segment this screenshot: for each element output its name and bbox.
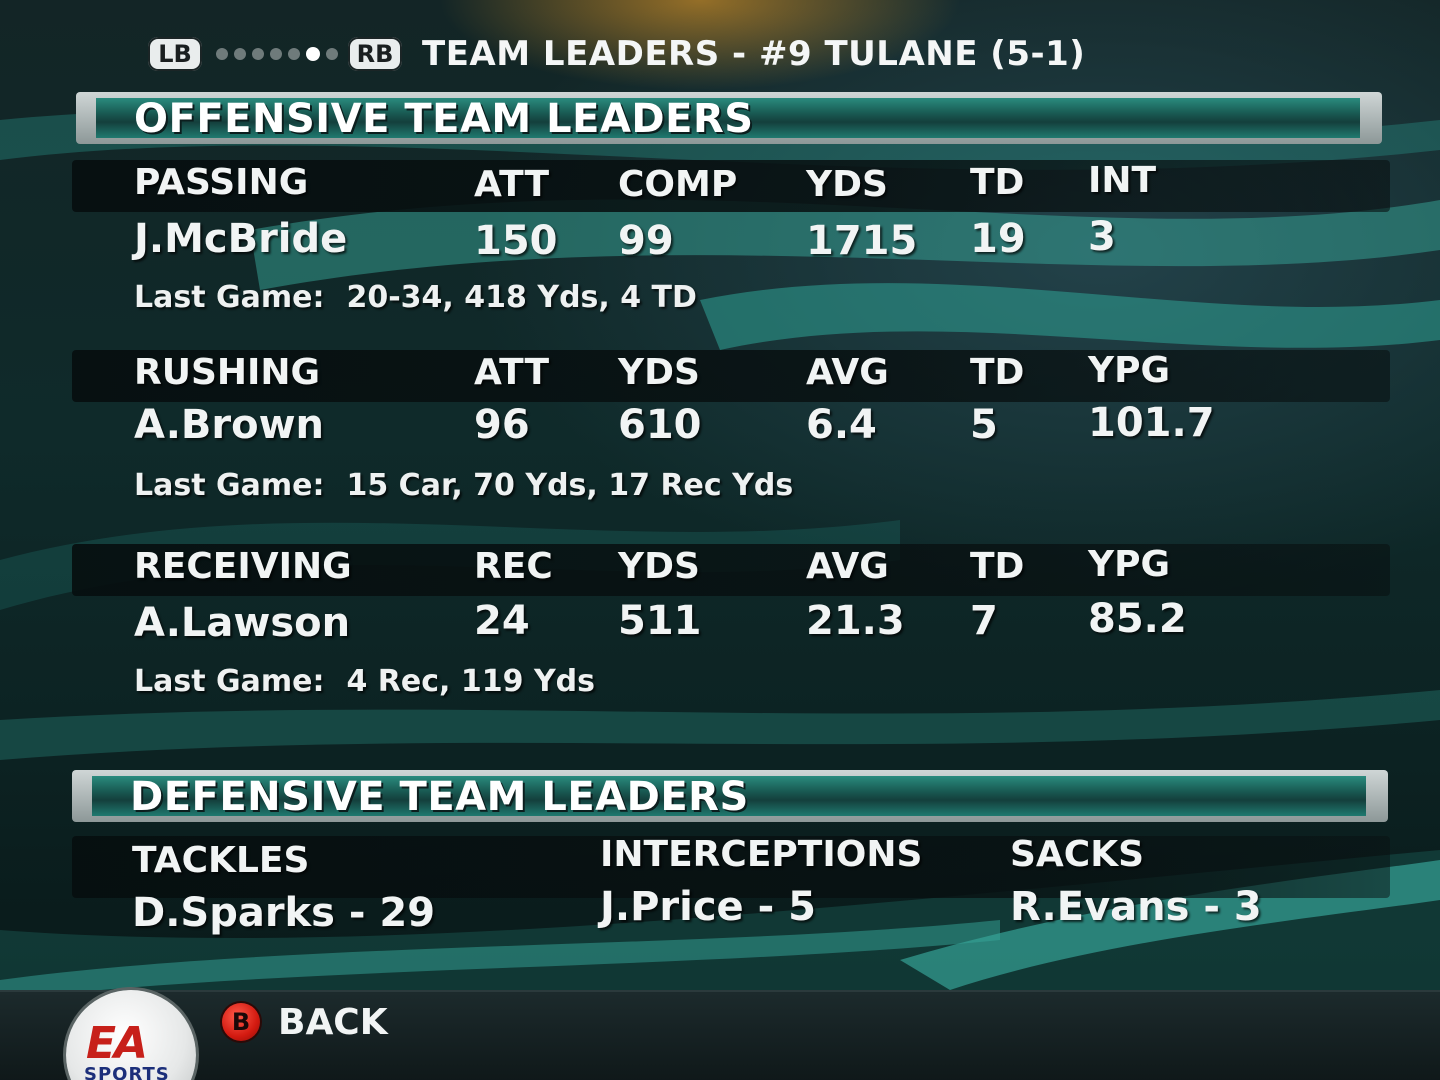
header-bar: LB RB TEAM LEADERS - #9 TULANE (5-1) bbox=[148, 32, 1085, 76]
page-dot bbox=[234, 48, 246, 60]
rushing-header-row bbox=[72, 350, 1390, 402]
passing-val-comp: 99 bbox=[618, 218, 674, 264]
banner-fill bbox=[96, 98, 1360, 138]
passing-val-int: 3 bbox=[1088, 214, 1116, 260]
receiving-player-name: A.Lawson bbox=[134, 600, 351, 646]
ea-sports-logo: EA SPORTS bbox=[66, 990, 196, 1080]
ea-logo-text: SPORTS bbox=[84, 1064, 170, 1080]
lb-bumper-button[interactable]: LB bbox=[148, 37, 202, 71]
rb-bumper-button[interactable]: RB bbox=[348, 37, 402, 71]
defensive-header-row bbox=[72, 836, 1390, 898]
receiving-col-td: TD bbox=[970, 546, 1025, 587]
back-button[interactable]: B BACK bbox=[222, 1000, 388, 1044]
footer-bar bbox=[0, 990, 1440, 1080]
back-label: BACK bbox=[278, 1001, 388, 1043]
passing-val-td: 19 bbox=[970, 216, 1026, 262]
rushing-val-avg: 6.4 bbox=[806, 402, 877, 448]
rushing-col-ypg: YPG bbox=[1088, 350, 1171, 391]
receiving-col-rec: REC bbox=[474, 546, 553, 587]
last-game-label: Last Game: bbox=[134, 468, 325, 503]
receiving-header-row bbox=[72, 544, 1390, 596]
receiving-col-avg: AVG bbox=[806, 546, 889, 587]
rushing-category-label: RUSHING bbox=[134, 352, 321, 393]
passing-header-row bbox=[72, 160, 1390, 212]
passing-col-td: TD bbox=[970, 162, 1025, 203]
sacks-leader: R.Evans - 3 bbox=[1010, 884, 1262, 930]
receiving-col-ypg: YPG bbox=[1088, 544, 1171, 585]
b-button-icon: B bbox=[222, 1003, 260, 1041]
receiving-category-label: RECEIVING bbox=[134, 546, 352, 587]
interceptions-label: INTERCEPTIONS bbox=[600, 834, 923, 875]
tackles-label: TACKLES bbox=[132, 840, 310, 881]
offensive-section-title: OFFENSIVE TEAM LEADERS bbox=[134, 96, 754, 142]
passing-last-game: Last Game: 20-34, 418 Yds, 4 TD bbox=[134, 280, 697, 315]
passing-val-yds: 1715 bbox=[806, 218, 918, 264]
last-game-label: Last Game: bbox=[134, 280, 325, 315]
ea-logo-mark: EA bbox=[86, 1018, 148, 1069]
page-title: TEAM LEADERS - #9 TULANE (5-1) bbox=[422, 34, 1086, 74]
last-game-value: 15 Car, 70 Yds, 17 Rec Yds bbox=[346, 468, 794, 503]
page-dot bbox=[270, 48, 282, 60]
rushing-val-ypg: 101.7 bbox=[1088, 400, 1215, 446]
receiving-val-rec: 24 bbox=[474, 598, 530, 644]
offensive-section-banner: OFFENSIVE TEAM LEADERS bbox=[76, 92, 1382, 144]
page-indicator bbox=[216, 47, 338, 61]
passing-col-comp: COMP bbox=[618, 164, 738, 205]
passing-col-yds: YDS bbox=[806, 164, 888, 205]
rushing-val-td: 5 bbox=[970, 402, 998, 448]
page-dot bbox=[216, 48, 228, 60]
banner-fill bbox=[92, 776, 1366, 816]
last-game-value: 4 Rec, 119 Yds bbox=[346, 664, 595, 699]
rushing-val-att: 96 bbox=[474, 402, 530, 448]
page-dot bbox=[252, 48, 264, 60]
last-game-label: Last Game: bbox=[134, 664, 325, 699]
receiving-last-game: Last Game: 4 Rec, 119 Yds bbox=[134, 664, 595, 699]
sacks-label: SACKS bbox=[1010, 834, 1145, 875]
last-game-value: 20-34, 418 Yds, 4 TD bbox=[346, 280, 697, 315]
defensive-section-title: DEFENSIVE TEAM LEADERS bbox=[130, 774, 749, 820]
interceptions-leader: J.Price - 5 bbox=[600, 884, 816, 930]
rushing-col-att: ATT bbox=[474, 352, 550, 393]
rushing-val-yds: 610 bbox=[618, 402, 702, 448]
receiving-val-avg: 21.3 bbox=[806, 598, 905, 644]
receiving-col-yds: YDS bbox=[618, 546, 700, 587]
rushing-col-td: TD bbox=[970, 352, 1025, 393]
page-dot bbox=[288, 48, 300, 60]
tackles-leader: D.Sparks - 29 bbox=[132, 890, 436, 936]
defensive-section-banner: DEFENSIVE TEAM LEADERS bbox=[72, 770, 1388, 822]
passing-col-int: INT bbox=[1088, 160, 1157, 201]
page-dot bbox=[326, 48, 338, 60]
rushing-col-yds: YDS bbox=[618, 352, 700, 393]
receiving-val-yds: 511 bbox=[618, 598, 702, 644]
passing-player-name: J.McBride bbox=[134, 216, 348, 262]
passing-col-att: ATT bbox=[474, 164, 550, 205]
page-dot-active bbox=[306, 47, 320, 61]
rushing-last-game: Last Game: 15 Car, 70 Yds, 17 Rec Yds bbox=[134, 468, 793, 503]
passing-val-att: 150 bbox=[474, 218, 558, 264]
rushing-player-name: A.Brown bbox=[134, 402, 325, 448]
receiving-val-ypg: 85.2 bbox=[1088, 596, 1187, 642]
receiving-val-td: 7 bbox=[970, 598, 998, 644]
passing-category-label: PASSING bbox=[134, 162, 309, 203]
rushing-col-avg: AVG bbox=[806, 352, 889, 393]
